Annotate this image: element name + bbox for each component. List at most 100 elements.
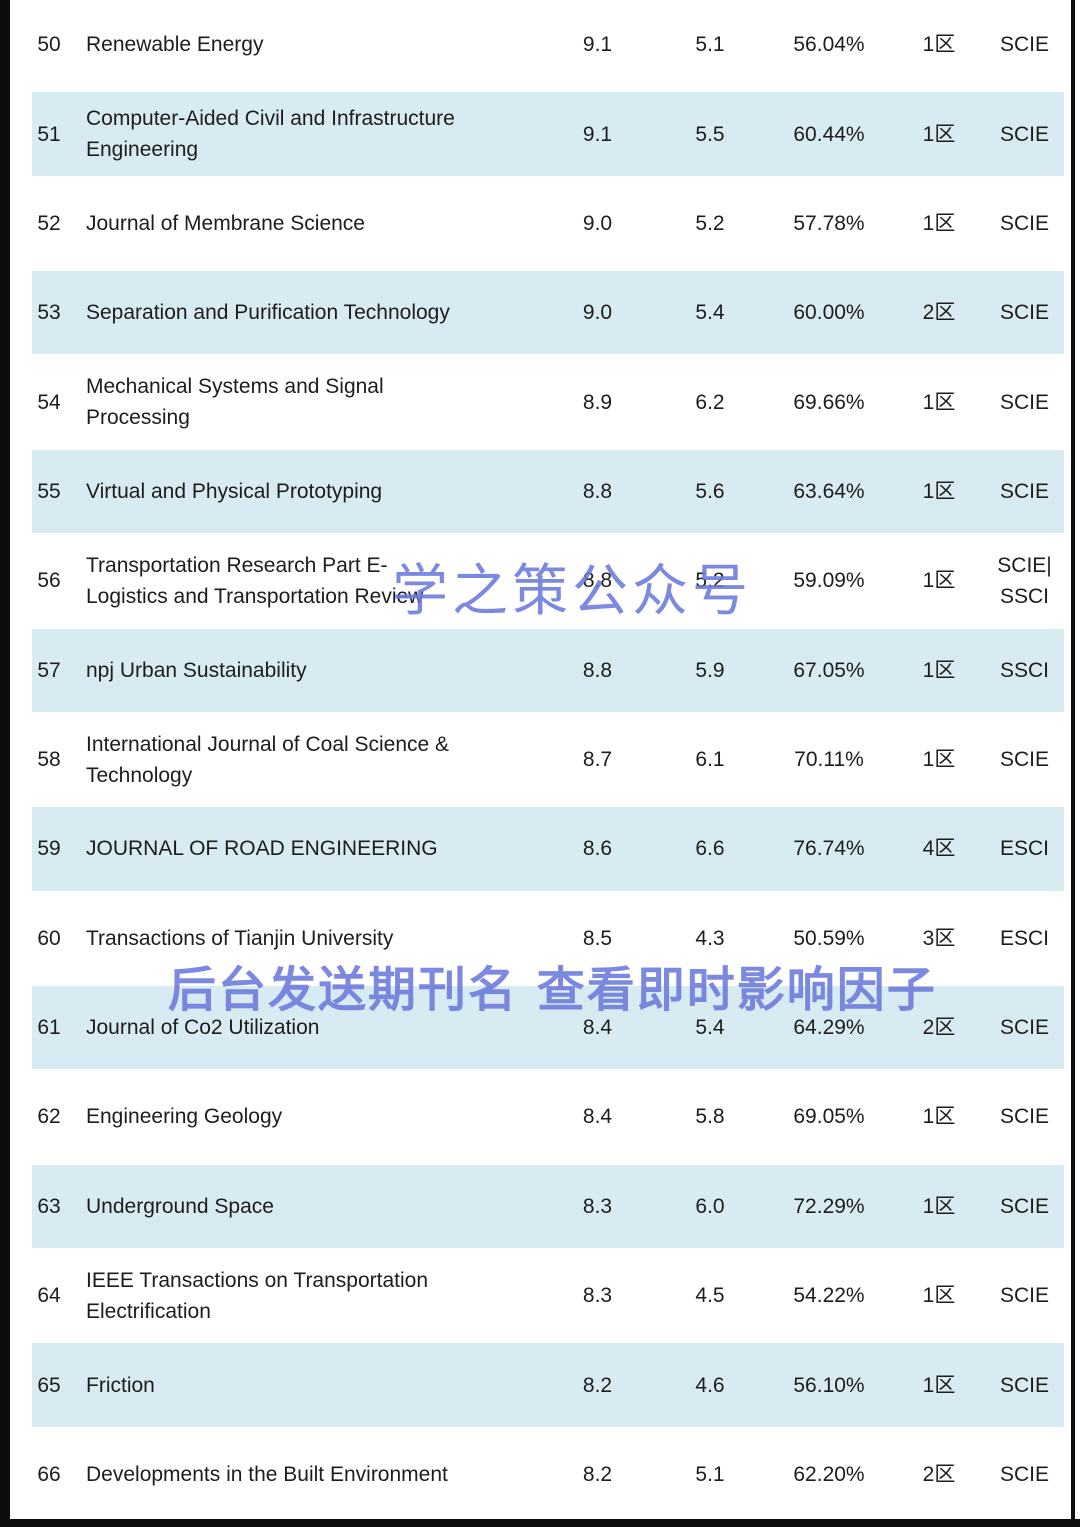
value1-cell: 8.3 bbox=[582, 1194, 613, 1218]
row-cells: 50 Renewable Energy 9.1 5.1 56.04% 1区 SC… bbox=[10, 0, 1071, 89]
index-cell: SCIE bbox=[999, 1284, 1049, 1308]
rank-cell: 63 bbox=[37, 1194, 61, 1218]
percent-cell: 64.29% bbox=[793, 1016, 865, 1040]
table-row: 57 npj Urban Sustainability 8.8 5.9 67.0… bbox=[10, 626, 1071, 715]
rank-cell: 66 bbox=[37, 1462, 61, 1486]
table-row: 66 Developments in the Built Environment… bbox=[10, 1430, 1071, 1519]
value1-cell: 8.3 bbox=[582, 1284, 613, 1308]
table-row: 52 Journal of Membrane Science 9.0 5.2 5… bbox=[10, 179, 1071, 268]
journal-name-cell: Journal of Membrane Science bbox=[86, 211, 365, 235]
value2-cell: 5.4 bbox=[695, 1016, 725, 1040]
percent-cell: 56.04% bbox=[793, 33, 865, 57]
zone-cell: 1区 bbox=[922, 211, 956, 235]
journal-name-cell: Computer-Aided Civil and Infrastructure … bbox=[86, 107, 455, 162]
index-cell: SCIE bbox=[999, 748, 1049, 772]
table-row: 56 Transportation Research Part E- Logis… bbox=[10, 536, 1071, 625]
table-row: 60 Transactions of Tianjin University 8.… bbox=[10, 894, 1071, 983]
index-cell: SCIE bbox=[999, 479, 1049, 503]
row-cells: 66 Developments in the Built Environment… bbox=[10, 1430, 1071, 1519]
value1-cell: 8.2 bbox=[582, 1462, 613, 1486]
percent-cell: 67.05% bbox=[793, 658, 865, 682]
row-stripe bbox=[32, 92, 1064, 176]
zone-cell: 2区 bbox=[922, 1462, 956, 1486]
row-cells: 64 IEEE Transactions on Transportation E… bbox=[10, 1251, 1071, 1340]
left-border-bar bbox=[0, 0, 10, 1527]
index-cell: SCIE bbox=[999, 1373, 1049, 1397]
percent-cell: 54.22% bbox=[793, 1284, 865, 1308]
value2-cell: 5.1 bbox=[695, 1462, 725, 1486]
row-stripe bbox=[32, 985, 1064, 1070]
value2-cell: 5.8 bbox=[695, 1105, 725, 1129]
journal-name-cell: Friction bbox=[86, 1373, 155, 1397]
value1-cell: 8.8 bbox=[582, 479, 613, 503]
index-cell: SCIE bbox=[999, 390, 1049, 414]
row-cells: 58 International Journal of Coal Science… bbox=[10, 715, 1071, 804]
table-row: 64 IEEE Transactions on Transportation E… bbox=[10, 1251, 1071, 1340]
row-cells: 65 Friction 8.2 4.6 56.10% 1区 SCIE bbox=[10, 1340, 1071, 1429]
index-cell: SCIE bbox=[999, 211, 1049, 235]
row-stripe bbox=[32, 1164, 1064, 1249]
journal-name-cell: International Journal of Coal Science & … bbox=[86, 732, 450, 787]
zone-cell: 1区 bbox=[922, 569, 956, 593]
rank-cell: 53 bbox=[37, 301, 61, 325]
value1-cell: 8.5 bbox=[582, 926, 613, 950]
journal-name-cell: Transportation Research Part E- Logistic… bbox=[86, 553, 424, 608]
index-cell: SCIE| SSCI bbox=[997, 553, 1052, 608]
value1-cell: 8.2 bbox=[582, 1373, 613, 1397]
percent-cell: 63.64% bbox=[793, 479, 865, 503]
row-cells: 52 Journal of Membrane Science 9.0 5.2 5… bbox=[10, 179, 1071, 268]
table-row: 53 Separation and Purification Technolog… bbox=[10, 268, 1071, 357]
rank-cell: 51 bbox=[37, 122, 61, 146]
value2-cell: 6.1 bbox=[695, 748, 725, 772]
row-stripe bbox=[32, 628, 1064, 712]
zone-cell: 1区 bbox=[922, 33, 956, 57]
value1-cell: 9.1 bbox=[582, 122, 613, 146]
row-stripe bbox=[32, 1343, 1064, 1427]
percent-cell: 69.05% bbox=[793, 1105, 865, 1129]
rank-cell: 50 bbox=[37, 33, 61, 57]
rank-cell: 58 bbox=[37, 748, 61, 772]
journal-name-cell: Underground Space bbox=[86, 1194, 274, 1218]
journal-name-cell: Journal of Co2 Utilization bbox=[86, 1016, 320, 1040]
value2-cell: 5.5 bbox=[695, 122, 725, 146]
percent-cell: 60.44% bbox=[793, 122, 865, 146]
value1-cell: 9.1 bbox=[582, 33, 613, 57]
row-cells: 62 Engineering Geology 8.4 5.8 69.05% 1区… bbox=[10, 1072, 1071, 1161]
table-row: 54 Mechanical Systems and Signal Process… bbox=[10, 357, 1071, 446]
percent-cell: 62.20% bbox=[793, 1462, 865, 1486]
percent-cell: 57.78% bbox=[793, 211, 865, 235]
table-row: 58 International Journal of Coal Science… bbox=[10, 715, 1071, 804]
value2-cell: 5.4 bbox=[695, 301, 725, 325]
zone-cell: 1区 bbox=[922, 479, 956, 503]
journal-name-cell: Renewable Energy bbox=[86, 33, 264, 57]
index-cell: SCIE bbox=[999, 1016, 1049, 1040]
rank-cell: 62 bbox=[37, 1105, 61, 1129]
percent-cell: 70.11% bbox=[794, 748, 864, 772]
percent-cell: 69.66% bbox=[793, 390, 865, 414]
value2-cell: 5.2 bbox=[695, 569, 725, 593]
index-cell: SCIE bbox=[999, 33, 1049, 57]
rank-cell: 61 bbox=[37, 1016, 61, 1040]
journal-name-cell: Transactions of Tianjin University bbox=[86, 926, 394, 950]
zone-cell: 1区 bbox=[922, 390, 956, 414]
zone-cell: 3区 bbox=[922, 926, 956, 950]
row-cells: 56 Transportation Research Part E- Logis… bbox=[10, 536, 1071, 625]
percent-cell: 76.74% bbox=[793, 837, 865, 861]
percent-cell: 56.10% bbox=[793, 1373, 865, 1397]
value1-cell: 8.6 bbox=[582, 837, 613, 861]
row-cells: 55 Virtual and Physical Prototyping 8.8 … bbox=[10, 447, 1071, 536]
zone-cell: 1区 bbox=[922, 658, 956, 682]
journal-name-cell: Developments in the Built Environment bbox=[86, 1462, 448, 1486]
row-cells: 54 Mechanical Systems and Signal Process… bbox=[10, 357, 1071, 446]
index-cell: SSCI bbox=[999, 658, 1049, 682]
journal-name-cell: JOURNAL OF ROAD ENGINEERING bbox=[86, 837, 438, 861]
zone-cell: 1区 bbox=[922, 1284, 956, 1308]
value2-cell: 4.5 bbox=[695, 1284, 725, 1308]
row-cells: 51 Computer-Aided Civil and Infrastructu… bbox=[10, 89, 1071, 178]
rank-cell: 55 bbox=[37, 479, 61, 503]
index-cell: ESCI bbox=[999, 837, 1049, 861]
value2-cell: 6.0 bbox=[695, 1194, 725, 1218]
value2-cell: 5.1 bbox=[695, 33, 725, 57]
journal-name-cell: IEEE Transactions on Transportation Elec… bbox=[86, 1268, 429, 1323]
